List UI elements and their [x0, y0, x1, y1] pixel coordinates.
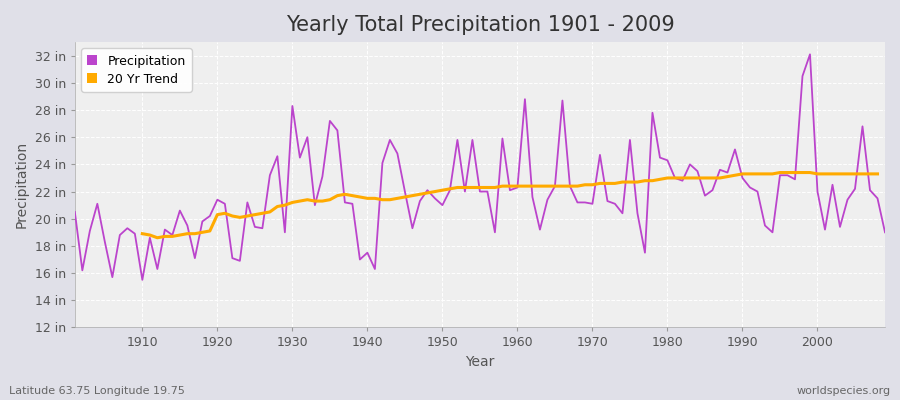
Text: Latitude 63.75 Longitude 19.75: Latitude 63.75 Longitude 19.75 — [9, 386, 184, 396]
Title: Yearly Total Precipitation 1901 - 2009: Yearly Total Precipitation 1901 - 2009 — [285, 15, 674, 35]
Legend: Precipitation, 20 Yr Trend: Precipitation, 20 Yr Trend — [81, 48, 192, 92]
Text: worldspecies.org: worldspecies.org — [796, 386, 891, 396]
X-axis label: Year: Year — [465, 355, 495, 369]
Y-axis label: Precipitation: Precipitation — [15, 141, 29, 228]
